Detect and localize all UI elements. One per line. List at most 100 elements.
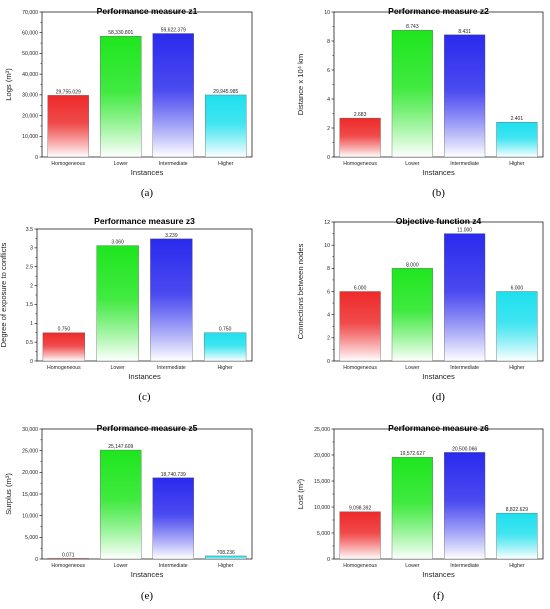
data-label: 9,098.392 — [349, 506, 371, 512]
y-tick-label: 6 — [327, 68, 330, 74]
data-label: 59,622.379 — [161, 27, 186, 33]
y-tick-label: 12 — [324, 220, 330, 226]
panel-label: (b) — [432, 187, 445, 199]
data-label: 8.000 — [406, 262, 419, 268]
chart-panel-5: Performance measure z5 0 5,000 10,000 15,000… — [4, 423, 253, 602]
bar-higher — [496, 122, 538, 158]
y-tick-label: 5,000 — [25, 535, 38, 541]
x-tick-label: Intermediate — [157, 365, 186, 371]
chart-title: Performance measure z5 — [97, 423, 198, 433]
x-tick-label: Intermediate — [159, 563, 188, 569]
chart-panel-3: Performance measure z3 0 0.5 1 1.5 2 2.5 3 3.5 0.… — [0, 216, 253, 403]
x-tick-label: Intermediate — [159, 161, 188, 167]
bar-higher — [496, 512, 538, 560]
y-tick-label: 0 — [35, 557, 38, 563]
y-tick-label: 20,000 — [22, 470, 38, 476]
y-axis-label: Lost (m³) — [296, 478, 305, 509]
y-tick-label: 10,000 — [22, 134, 38, 140]
data-label: 3.239 — [165, 233, 178, 239]
y-tick-label: 15,000 — [314, 479, 330, 485]
y-axis-label: Connections between nodes — [296, 243, 305, 339]
bar-higher — [205, 555, 247, 560]
chart-title: Performance measure z3 — [94, 216, 195, 226]
panel-label: (f) — [433, 590, 444, 602]
y-tick-label: 2 — [327, 126, 330, 132]
y-tick-label: 0.5 — [26, 340, 33, 346]
data-label: 29,945.985 — [213, 89, 238, 95]
bar-homogeneous — [42, 332, 86, 362]
y-axis-label: Distance x 10⁴ km — [296, 54, 305, 116]
data-label: 0.750 — [219, 327, 232, 333]
x-axis-label: Instances — [128, 372, 161, 381]
y-tick-label: 10 — [324, 243, 330, 249]
data-label: 2.401 — [511, 116, 524, 122]
chart-panel-1: Performance measure z1 0 10,000 20,000 30,00… — [4, 6, 253, 199]
y-tick-label: 20,000 — [314, 453, 330, 459]
bar-lower — [100, 35, 142, 158]
bar-intermediate — [444, 34, 486, 158]
bar-homogeneous — [339, 117, 381, 158]
y-tick-label: 25,000 — [314, 427, 330, 433]
x-tick-label: Higher — [509, 365, 525, 371]
data-label: 20,500.066 — [452, 446, 477, 452]
y-tick-label: 2 — [327, 336, 330, 342]
y-tick-label: 40,000 — [22, 72, 38, 78]
bar-homogeneous — [47, 95, 89, 158]
data-label: 8.431 — [458, 29, 471, 35]
bar-lower — [391, 457, 433, 560]
x-axis-label: Instances — [422, 372, 455, 381]
bar-lower — [391, 268, 433, 362]
bar-lower — [96, 245, 139, 362]
x-axis-label: Instances — [131, 570, 164, 579]
x-tick-label: Lower — [114, 563, 128, 569]
plot-frame — [41, 428, 253, 560]
bar-homogeneous — [339, 291, 381, 362]
y-tick-label: 0 — [327, 557, 330, 563]
y-tick-label: 8 — [327, 266, 330, 272]
bar-lower — [391, 30, 433, 158]
x-tick-label: Homogeneous — [343, 365, 377, 371]
chart-title: Performance measure z1 — [97, 6, 198, 16]
y-tick-label: 2.5 — [26, 265, 33, 271]
y-tick-label: 10,000 — [22, 513, 38, 519]
y-tick-label: 60,000 — [22, 31, 38, 37]
chart-panel-6: Performance measure z6 0 5,000 10,000 15,000… — [296, 423, 544, 602]
bar-intermediate — [152, 33, 194, 158]
bar-intermediate — [444, 452, 486, 560]
y-tick-label: 3.5 — [26, 227, 33, 233]
data-label: 8.743 — [406, 24, 419, 30]
y-tick-label: 25,000 — [22, 448, 38, 454]
y-axis-label: Surplus (m³) — [4, 473, 13, 515]
y-tick-label: 0 — [327, 155, 330, 161]
bar-lower — [100, 449, 142, 560]
y-tick-label: 0 — [327, 359, 330, 365]
data-label: 6.000 — [354, 286, 367, 292]
data-label: 11.000 — [457, 228, 472, 234]
panel-label: (e) — [141, 590, 154, 602]
y-tick-label: 3 — [30, 246, 33, 252]
y-tick-label: 30,000 — [22, 427, 38, 433]
bar-homogeneous — [47, 558, 89, 560]
x-tick-label: Lower — [111, 365, 125, 371]
y-tick-label: 4 — [327, 312, 330, 318]
data-label: 29,755.029 — [56, 89, 81, 95]
panel-label: (a) — [141, 187, 154, 199]
y-tick-label: 8 — [327, 39, 330, 45]
y-tick-label: 10 — [324, 10, 330, 16]
data-label: 25,147.609 — [108, 444, 133, 450]
x-tick-label: Lower — [405, 563, 419, 569]
x-axis-label: Instances — [131, 168, 164, 177]
x-tick-label: Higher — [218, 563, 234, 569]
panel-label: (d) — [432, 391, 445, 403]
chart-title: Performance measure z2 — [388, 6, 489, 16]
bar-intermediate — [152, 477, 194, 560]
y-tick-label: 2 — [30, 283, 33, 289]
x-axis-label: Instances — [422, 570, 455, 579]
data-label: 0.750 — [58, 327, 71, 333]
y-tick-label: 1 — [30, 321, 33, 327]
x-tick-label: Intermediate — [450, 563, 479, 569]
x-tick-label: Lower — [405, 161, 419, 167]
data-label: 708.236 — [217, 550, 235, 556]
x-tick-label: Homogeneous — [51, 161, 85, 167]
